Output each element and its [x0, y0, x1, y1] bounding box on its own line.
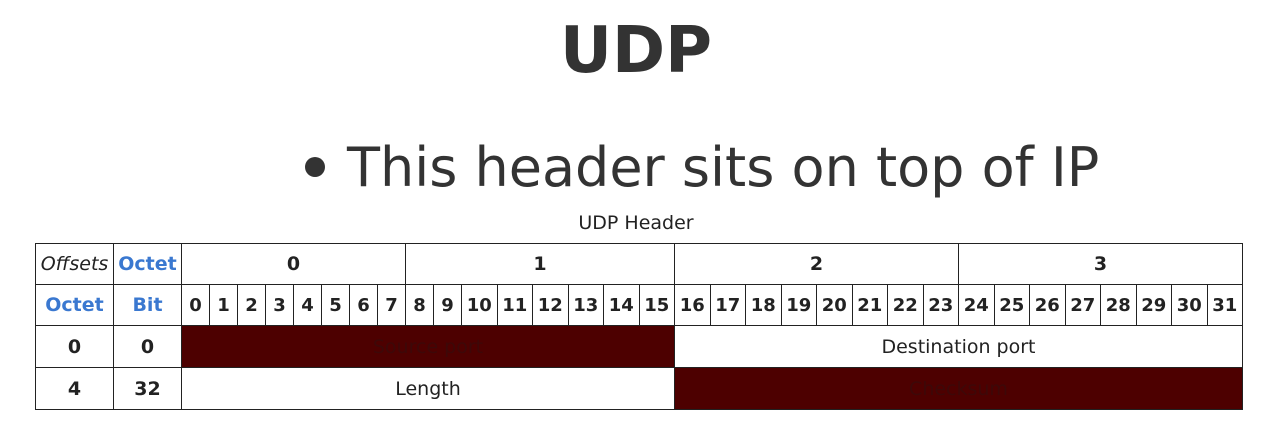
octet-header: 2: [674, 243, 959, 285]
table-caption: UDP Header: [578, 212, 694, 234]
bit-header: 15: [638, 284, 675, 326]
bit-header: 23: [922, 284, 959, 326]
bit-header: 4: [293, 284, 322, 326]
sub-header: Bit: [113, 284, 182, 326]
bit-header: 25: [993, 284, 1030, 326]
bit-header: 19: [780, 284, 817, 326]
bit-header: 31: [1206, 284, 1243, 326]
offset-cell: 4: [35, 367, 114, 410]
bit-header: 22: [887, 284, 924, 326]
bit-header: 27: [1064, 284, 1101, 326]
bit-header: 0: [181, 284, 210, 326]
bit-header: 16: [674, 284, 711, 326]
offset-cell: 32: [113, 367, 182, 410]
bit-header: 3: [265, 284, 294, 326]
bit-header: 29: [1135, 284, 1172, 326]
field-row: 0 0 Source port Destination port: [35, 325, 1243, 368]
bit-header: 26: [1029, 284, 1066, 326]
octet-header: 3: [958, 243, 1243, 285]
field-cell: Length: [181, 367, 675, 410]
bullet: This header sits on top of IP: [305, 136, 1099, 199]
bit-header: 12: [532, 284, 569, 326]
bit-header: 8: [405, 284, 434, 326]
bit-header: 9: [433, 284, 462, 326]
sub-header: Octet: [35, 284, 114, 326]
bit-header: 20: [816, 284, 853, 326]
header-row: Offsets Octet 0 1 2 3: [35, 243, 1243, 285]
field-row: 4 32 Length Checksum: [35, 367, 1243, 410]
bit-header: 24: [958, 284, 995, 326]
bit-header: 6: [349, 284, 378, 326]
header-row: Octet Bit 0 1 2 3 4 5 6 7 8 9 10 11 12 13 14 15 16 17 18 19 20…: [35, 284, 1243, 326]
bit-header: 21: [851, 284, 888, 326]
field-cell: Source port: [181, 325, 675, 368]
corner-label: Offsets: [35, 243, 114, 285]
bit-header: 5: [321, 284, 350, 326]
offset-cell: 0: [113, 325, 182, 368]
bit-header: 13: [567, 284, 604, 326]
bullet-text: This header sits on top of IP: [347, 136, 1100, 199]
bit-header: 11: [496, 284, 533, 326]
udp-header-table: Offsets Octet 0 1 2 3 Octet Bit 0 1 2 3 4 5 6 7 8 9 10 11 12…: [35, 243, 1243, 410]
bit-header: 18: [745, 284, 782, 326]
corner-label: Octet: [113, 243, 182, 285]
offset-cell: 0: [35, 325, 114, 368]
bit-header: 2: [237, 284, 266, 326]
bullet-dot: [305, 157, 325, 178]
bit-header: 1: [209, 284, 238, 326]
bit-header: 7: [377, 284, 406, 326]
field-cell: Checksum: [674, 367, 1243, 410]
bit-header: 30: [1171, 284, 1208, 326]
octet-header: 0: [181, 243, 406, 285]
bit-header: 17: [709, 284, 746, 326]
bit-header: 10: [461, 284, 498, 326]
slide-title: UDP: [560, 14, 712, 88]
field-cell: Destination port: [674, 325, 1243, 368]
bit-header: 14: [603, 284, 640, 326]
octet-header: 1: [405, 243, 675, 285]
bit-header: 28: [1100, 284, 1137, 326]
